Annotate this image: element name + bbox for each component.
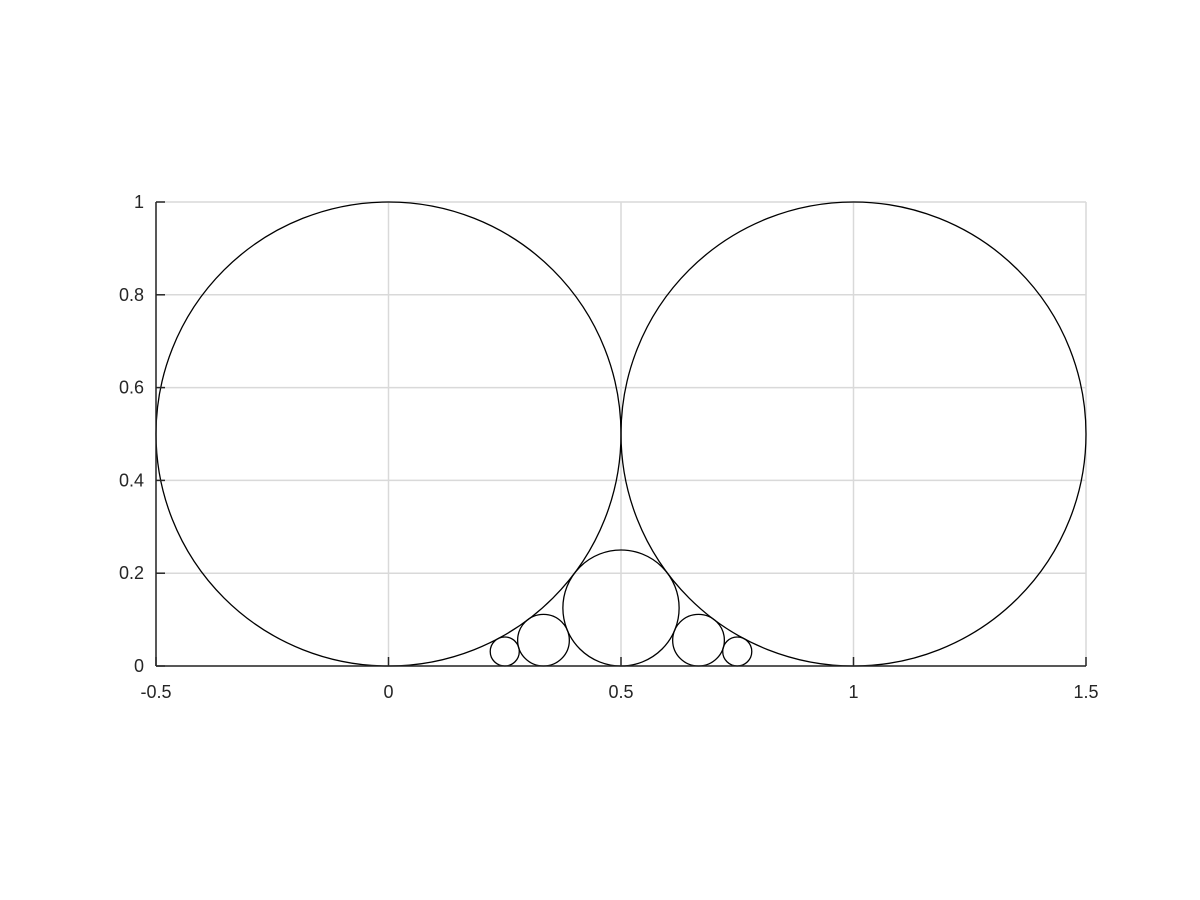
x-tick-label: 1 [848,682,858,702]
y-tick-label: 0.2 [119,563,144,583]
x-tick-label: -0.5 [140,682,171,702]
y-tick-label: 1 [134,192,144,212]
y-tick-label: 0.8 [119,285,144,305]
x-tick-label: 1.5 [1073,682,1098,702]
y-tick-label: 0.6 [119,378,144,398]
axis-layer [155,201,1087,667]
x-tick-label: 0.5 [608,682,633,702]
y-tick-label: 0.4 [119,470,144,490]
y-tick-label: 0 [134,656,144,676]
x-tick-label: 0 [383,682,393,702]
tick-label-layer: -0.5 0 0.5 1 1.5 0 0.2 0.4 0.6 0.8 1 [119,192,1099,702]
